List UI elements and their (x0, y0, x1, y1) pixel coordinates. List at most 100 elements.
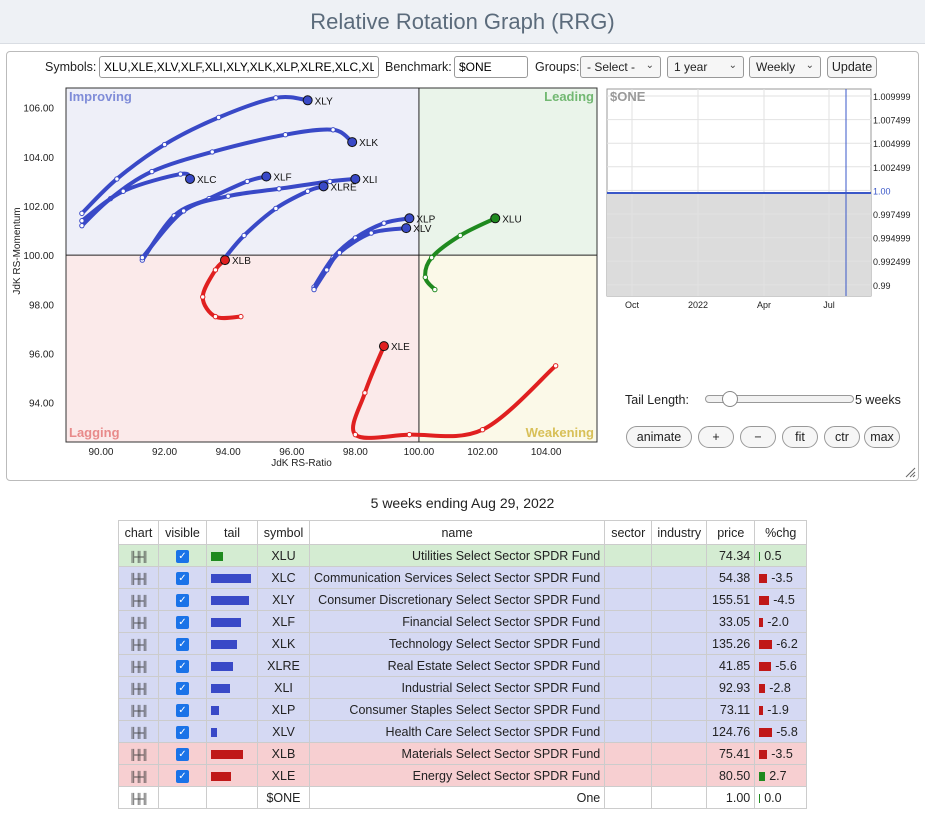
chart-cell[interactable]: ╟╫╢ (118, 764, 159, 787)
chart-cell[interactable]: ╟╫╢ (118, 654, 159, 677)
table-row[interactable]: ╟╫╢ ✓ XLU Utilities Select Sector SPDR Fund… (118, 544, 808, 567)
head-xlc[interactable] (185, 173, 196, 184)
benchmark-input[interactable] (454, 56, 528, 78)
chart-cell[interactable]: ╟╫╢ (118, 588, 159, 611)
symbol-cell[interactable]: XLK (257, 632, 310, 655)
head-xly[interactable] (302, 95, 313, 106)
candlestick-icon[interactable]: ╟╫╢ (129, 551, 148, 563)
head-xle[interactable] (378, 341, 389, 352)
candlestick-icon[interactable]: ╟╫╢ (129, 617, 148, 629)
candlestick-icon[interactable]: ╟╫╢ (129, 793, 148, 805)
symbol-cell[interactable]: XLI (257, 676, 310, 699)
visible-cell[interactable]: ✓ (158, 654, 207, 677)
candlestick-icon[interactable]: ╟╫╢ (129, 661, 148, 673)
visible-cell[interactable]: ✓ (158, 610, 207, 633)
chart-cell[interactable]: ╟╫╢ (118, 786, 159, 809)
candlestick-icon[interactable]: ╟╫╢ (129, 727, 148, 739)
visible-cell[interactable]: ✓ (158, 544, 207, 567)
visible-checkbox[interactable]: ✓ (176, 572, 189, 585)
symbol-cell[interactable]: XLU (257, 544, 310, 567)
tail-xli[interactable] (140, 176, 358, 260)
visible-checkbox[interactable]: ✓ (176, 704, 189, 717)
visible-cell[interactable]: ✓ (158, 676, 207, 699)
series-label[interactable]: XLF (273, 173, 291, 184)
table-row[interactable]: ╟╫╢ ✓ XLRE Real Estate Select Sector SPDR F… (118, 654, 808, 677)
head-xlv[interactable] (401, 223, 412, 234)
visible-checkbox[interactable]: ✓ (176, 770, 189, 783)
series-label[interactable]: XLV (413, 224, 431, 235)
visible-cell[interactable]: ✓ (158, 588, 207, 611)
visible-checkbox[interactable]: ✓ (176, 550, 189, 563)
candlestick-icon[interactable]: ╟╫╢ (129, 573, 148, 585)
col-visible[interactable]: visible (158, 520, 207, 545)
visible-cell[interactable]: ✓ (158, 698, 207, 721)
tail-xly[interactable] (79, 94, 310, 216)
symbol-cell[interactable]: XLC (257, 566, 310, 589)
visible-cell[interactable]: ✓ (158, 742, 207, 765)
visible-checkbox[interactable]: ✓ (176, 726, 189, 739)
series-label[interactable]: XLP (416, 214, 435, 225)
chart-cell[interactable]: ╟╫╢ (118, 676, 159, 699)
symbol-cell[interactable]: XLB (257, 742, 310, 765)
symbol-cell[interactable]: XLY (257, 588, 310, 611)
table-row[interactable]: ╟╫╢ ✓ XLB Materials Select Sector SPDR Fund… (118, 742, 808, 765)
symbol-cell[interactable]: XLE (257, 764, 310, 787)
col-name[interactable]: name (308, 520, 606, 545)
symbols-input[interactable] (99, 56, 379, 78)
chart-cell[interactable]: ╟╫╢ (118, 610, 159, 633)
chart-cell[interactable]: ╟╫╢ (118, 544, 159, 567)
fit-button[interactable]: fit (782, 426, 818, 448)
head-xli[interactable] (350, 173, 361, 184)
chart-cell[interactable]: ╟╫╢ (118, 698, 159, 721)
candlestick-icon[interactable]: ╟╫╢ (129, 683, 148, 695)
series-label[interactable]: XLC (197, 175, 216, 186)
table-row[interactable]: ╟╫╢ ✓ XLY Consumer Discretionary Select Sec… (118, 588, 808, 611)
col-chart[interactable]: chart (118, 520, 159, 545)
table-row[interactable]: ╟╫╢ ✓ XLC Communication Services Select Sec… (118, 566, 808, 589)
table-row[interactable]: ╟╫╢ ✓ XLP Consumer Staples Select Sector SP… (118, 698, 808, 721)
update-button[interactable]: Update (827, 56, 877, 78)
head-xlk[interactable] (347, 137, 358, 148)
visible-checkbox[interactable]: ✓ (176, 660, 189, 673)
chart-cell[interactable]: ╟╫╢ (118, 566, 159, 589)
max-button[interactable]: max (864, 426, 900, 448)
series-label[interactable]: XLE (391, 342, 410, 353)
head-xlb[interactable] (219, 255, 230, 266)
series-label[interactable]: XLK (359, 138, 378, 149)
animate-button[interactable]: animate (626, 426, 692, 448)
period-select[interactable]: 1 year ⌄ (667, 56, 744, 78)
col-symbol[interactable]: symbol (257, 520, 310, 545)
chart-cell[interactable]: ╟╫╢ (118, 632, 159, 655)
visible-checkbox[interactable]: ✓ (176, 682, 189, 695)
candlestick-icon[interactable]: ╟╫╢ (129, 749, 148, 761)
rrg-chart[interactable]: Improving Leading Lagging Weakening 90.00 92.… (7, 52, 920, 482)
head-xlp[interactable] (404, 213, 415, 224)
table-row[interactable]: ╟╫╢ ✓ XLI Industrial Select Sector SPDR Fun… (118, 676, 808, 699)
candlestick-icon[interactable]: ╟╫╢ (129, 771, 148, 783)
zoom-in-button[interactable]: + (698, 426, 734, 448)
series-label[interactable]: XLB (232, 256, 251, 267)
candlestick-icon[interactable]: ╟╫╢ (129, 595, 148, 607)
symbol-cell[interactable]: XLV (257, 720, 310, 743)
symbol-cell[interactable]: $ONE (257, 786, 310, 809)
symbol-cell[interactable]: XLF (257, 610, 310, 633)
symbol-cell[interactable]: XLRE (257, 654, 310, 677)
table-row[interactable]: ╟╫╢ $ONE One 1.00 0.0 (118, 786, 808, 809)
visible-checkbox[interactable]: ✓ (176, 594, 189, 607)
col-tail[interactable]: tail (206, 520, 258, 545)
slider-handle[interactable] (722, 391, 738, 407)
candlestick-icon[interactable]: ╟╫╢ (129, 639, 148, 651)
visible-checkbox[interactable]: ✓ (176, 616, 189, 629)
tail-length-slider[interactable] (705, 391, 854, 407)
chart-cell[interactable]: ╟╫╢ (118, 720, 159, 743)
resize-handle-icon[interactable] (904, 466, 916, 478)
visible-checkbox[interactable]: ✓ (176, 748, 189, 761)
visible-cell[interactable] (158, 786, 207, 809)
col-price[interactable]: price (706, 520, 756, 545)
col-chg[interactable]: %chg (754, 520, 808, 545)
candlestick-icon[interactable]: ╟╫╢ (129, 705, 148, 717)
visible-checkbox[interactable]: ✓ (176, 638, 189, 651)
zoom-out-button[interactable]: − (740, 426, 776, 448)
table-row[interactable]: ╟╫╢ ✓ XLE Energy Select Sector SPDR Fund 80.… (118, 764, 808, 787)
series-label[interactable]: XLI (362, 175, 377, 186)
